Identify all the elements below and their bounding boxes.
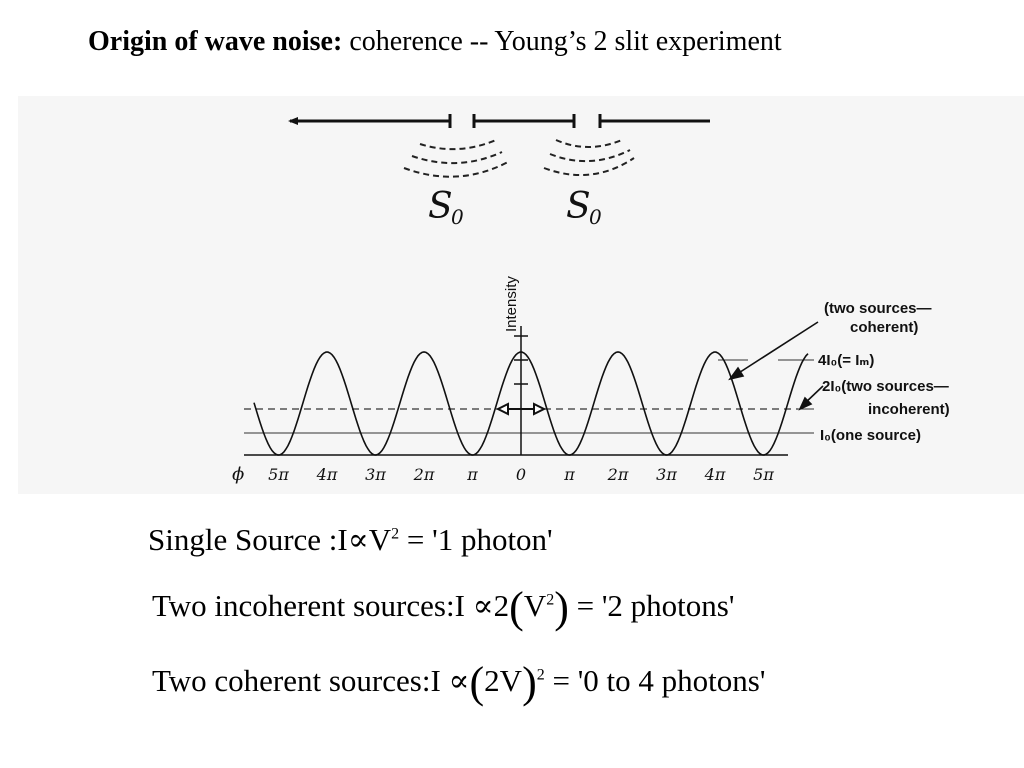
eq2-two: 2 <box>493 588 510 623</box>
equation-incoherent: Two incoherent sources:I ∝2(V2) = '2 pho… <box>152 586 735 630</box>
title-rest: coherence -- Young’s 2 slit experiment <box>342 26 782 57</box>
eq2-text: Two incoherent sources:I <box>152 588 473 623</box>
wavefront-left <box>411 151 503 165</box>
intensity-axis-ticks <box>514 335 528 385</box>
equation-coherent: Two coherent sources:I ∝(2V)2 = '0 to 4 … <box>152 661 766 705</box>
equation-single-source: Single Source :I∝V2 = '1 photon' <box>148 522 553 558</box>
source-subscript-left: 0 <box>451 205 464 229</box>
annotation-arrows <box>728 321 824 411</box>
central-width-arrow <box>495 402 547 416</box>
eq3-prop: ∝ <box>448 663 470 698</box>
eq1-result: = '1 photon' <box>399 522 553 557</box>
eq3-lparen: ( <box>469 658 485 707</box>
phase-tick-labels: 5π 4π 3π 2π π 0 π 2π 3π 4π 5π <box>268 465 774 484</box>
eq2-rparen: ) <box>554 583 569 632</box>
phase-tick-label: π <box>563 465 575 484</box>
phase-tick-label: 3π <box>656 465 677 484</box>
eq2-exp: 2 <box>546 591 555 609</box>
central-arrow-left <box>495 402 509 416</box>
eq2-result: = '2 photons' <box>568 588 735 623</box>
wavefront-right <box>555 139 623 148</box>
annotation-2i0-2: incoherent) <box>868 401 950 418</box>
eq3-2v: 2V <box>484 663 523 698</box>
central-arrow-right <box>533 402 547 416</box>
coherent-arrow-head <box>728 366 745 381</box>
annotation-i0: I₀(one source) <box>820 427 921 444</box>
eq1-exp: 2 <box>391 525 400 543</box>
eq3-rparen: ) <box>522 658 537 707</box>
annotation-4i0: 4I₀(= Iₘ) <box>818 352 874 369</box>
wavefront-right <box>543 157 635 177</box>
slide-title: Origin of wave noise: coherence -- Young… <box>88 26 782 58</box>
phase-tick-label: 5π <box>268 465 289 484</box>
eq2-lparen: ( <box>509 583 524 632</box>
annotation-coherent-2: coherent) <box>850 319 918 336</box>
source-label-right: S <box>566 186 591 227</box>
figure-drawing: S 0 S 0 Intensity <box>232 114 950 485</box>
source-subscript-right: 0 <box>589 205 602 229</box>
phase-tick-label: 3π <box>365 465 386 484</box>
phase-tick-label: π <box>466 465 478 484</box>
eq1-v: V <box>368 522 392 557</box>
coherent-arrow-line <box>733 321 819 377</box>
eq2-prop: ∝ <box>472 588 494 623</box>
phase-tick-label: 2π <box>413 465 435 484</box>
wavefront-right <box>549 149 631 163</box>
annotation-coherent: (two sources— <box>824 300 932 317</box>
phase-tick-label: 5π <box>753 465 774 484</box>
eq3-exp: 2 <box>536 666 545 684</box>
annotation-2i0: 2I₀(two sources— <box>822 378 949 395</box>
wavefront-left <box>419 139 497 151</box>
intensity-axis-label: Intensity <box>503 276 520 332</box>
wavefronts <box>403 139 635 178</box>
eq3-text: Two coherent sources:I <box>152 663 449 698</box>
phase-tick-label: 2π <box>607 465 629 484</box>
source-label-left: S <box>428 186 453 227</box>
eq2-v: V <box>523 588 547 623</box>
barrier-arrowhead <box>288 117 298 125</box>
phase-symbol: ϕ <box>232 464 244 485</box>
wavefront-left <box>403 161 509 178</box>
incoherent-arrow-head <box>798 396 813 411</box>
eq1-prop: ∝ <box>347 522 369 557</box>
young-experiment-figure: S 0 S 0 Intensity <box>18 96 1024 494</box>
phase-tick-label: 4π <box>316 465 338 484</box>
phase-tick-label: 0 <box>516 465 526 484</box>
eq1-text: Single Source :I <box>148 522 348 557</box>
title-bold: Origin of wave noise: <box>88 26 343 57</box>
slit-barrier <box>288 114 710 128</box>
phase-tick-label: 4π <box>704 465 726 484</box>
eq3-result: = '0 to 4 photons' <box>544 663 766 698</box>
coherent-interference-curve <box>253 351 809 456</box>
